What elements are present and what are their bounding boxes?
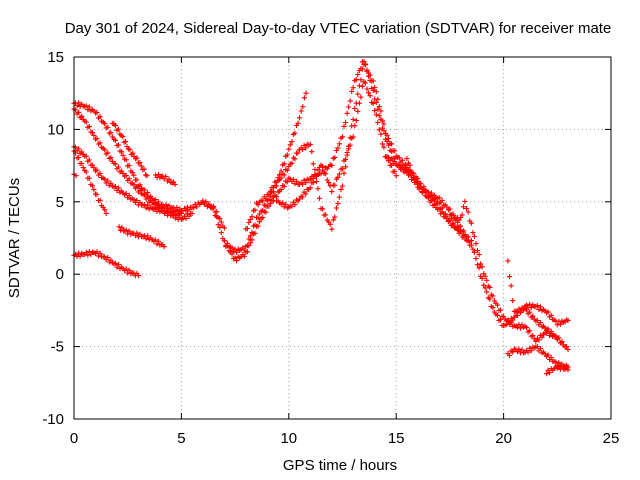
axis-ticks: 0 5 10 15 20 25 -10 -5 0 5 10 15 (42, 49, 619, 447)
y-tick-label: -5 (51, 339, 64, 356)
x-tick-label: 10 (280, 430, 297, 447)
x-tick-label: 20 (495, 430, 512, 447)
x-tick-label: 25 (603, 430, 620, 447)
plot-frame (73, 56, 612, 420)
x-tick-label: 0 (70, 430, 78, 447)
series-markers (116, 224, 167, 250)
series-markers (404, 156, 571, 328)
series-markers (505, 344, 571, 370)
series-track-11 (221, 61, 464, 255)
x-tick-label: 5 (177, 430, 185, 447)
y-tick-label: 15 (47, 49, 64, 66)
series-markers (153, 171, 178, 187)
chart-title: Day 301 of 2024, Sidereal Day-to-day VTE… (65, 20, 612, 37)
series-track-17 (505, 258, 571, 353)
series-markers (110, 120, 150, 179)
series-track-8 (110, 120, 150, 179)
y-tick-label: 0 (56, 266, 64, 283)
series-markers (505, 258, 571, 353)
series-track-15 (404, 156, 571, 328)
x-tick-label: 15 (388, 430, 405, 447)
series-track-12 (243, 90, 309, 232)
series-markers (221, 61, 464, 255)
y-tick-label: 5 (56, 194, 64, 211)
series-track-19 (544, 363, 571, 377)
y-axis-label: SDTVAR / TECUs (6, 178, 23, 298)
x-axis-label: GPS time / hours (283, 457, 397, 474)
y-tick-label: 10 (47, 121, 64, 138)
series-track-7 (116, 224, 167, 250)
series-track-18 (505, 344, 571, 370)
data-series (71, 59, 571, 377)
y-tick-label: -10 (42, 411, 64, 428)
series-track-13 (269, 79, 399, 211)
grid-lines (74, 57, 611, 419)
series-track-9 (153, 171, 178, 187)
series-markers (544, 363, 571, 377)
